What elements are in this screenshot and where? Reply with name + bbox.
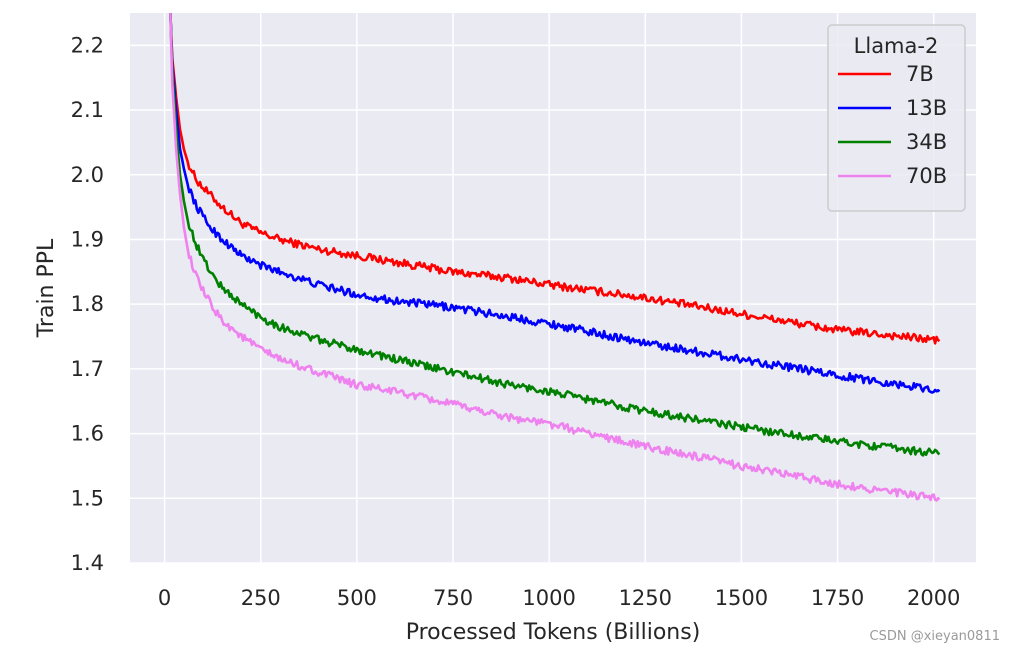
legend-label: 34B [906,130,947,154]
x-tick-label: 2000 [907,586,960,610]
y-tick-label: 2.0 [71,163,104,187]
y-tick-label: 1.9 [71,227,104,251]
legend-box [827,24,966,212]
legend-title: Llama-2 [854,34,939,58]
x-tick-label: 1750 [811,586,864,610]
legend-label: 13B [906,96,947,120]
legend-label: 70B [906,164,947,188]
y-tick-label: 1.5 [71,486,104,510]
series-lines [169,13,941,502]
y-tick-label: 2.1 [71,98,104,122]
x-tick-label: 1500 [715,586,768,610]
y-tick-label: 1.4 [71,551,104,575]
x-tick-label: 250 [241,586,281,610]
legend-label: 7B [906,62,934,86]
x-tick-labels: 0 250 500 750 1000 1250 1500 1750 2000 [158,586,961,610]
x-tick-label: 500 [337,586,377,610]
watermark: CSDN @xieyan0811 [870,629,1000,644]
y-tick-label: 1.6 [71,422,104,446]
x-axis-title: Processed Tokens (Billions) [406,620,701,645]
y-tick-label: 1.8 [71,292,104,316]
x-tick-label: 1000 [522,586,575,610]
y-tick-labels: 1.4 1.5 1.6 1.7 1.8 1.9 2.0 2.1 2.2 [71,33,104,575]
x-tick-label: 750 [433,586,473,610]
series-line-13b [169,13,941,394]
y-tick-label: 2.2 [71,33,104,57]
y-axis-title: Train PPL [34,238,59,338]
legend: Llama-2 7B 13B 34B 70B [827,24,966,212]
x-tick-label: 0 [158,586,171,610]
series-line-7b [169,13,941,345]
series-line-70b [169,13,941,502]
series-line-34b [169,13,941,457]
x-tick-label: 1250 [619,586,672,610]
y-tick-label: 1.7 [71,357,104,381]
